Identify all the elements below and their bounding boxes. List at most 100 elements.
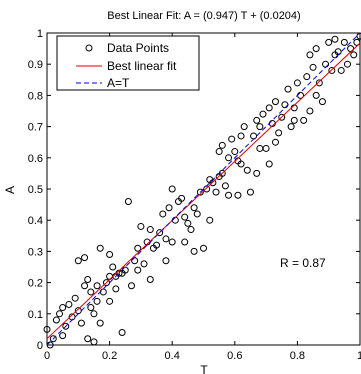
data-point: [146, 275, 154, 283]
data-point: [184, 219, 192, 227]
legend-label-data-points: Data Points: [107, 41, 169, 55]
data-point: [106, 251, 114, 259]
y-tick-label: 0.7: [28, 122, 43, 134]
data-point: [225, 191, 233, 199]
data-point: [87, 304, 95, 312]
data-point: [84, 335, 92, 343]
data-point: [309, 63, 317, 71]
data-point: [284, 85, 292, 93]
data-point: [190, 247, 198, 255]
data-point: [190, 204, 198, 212]
data-point: [159, 210, 167, 218]
data-point: [77, 319, 85, 327]
data-point: [240, 123, 248, 131]
data-point: [137, 222, 145, 230]
x-axis-label: T: [200, 363, 208, 374]
data-point: [256, 123, 264, 131]
data-point: [246, 188, 254, 196]
data-point: [265, 104, 273, 112]
data-point: [84, 275, 92, 283]
data-point: [322, 60, 330, 68]
data-point: [71, 294, 79, 302]
data-point: [96, 319, 104, 327]
data-point: [218, 141, 226, 149]
y-tick-label: 0.8: [28, 90, 43, 102]
data-point: [140, 260, 148, 268]
data-point: [215, 148, 223, 156]
data-point: [265, 160, 273, 168]
best-fit-line: [47, 42, 360, 339]
data-point: [134, 266, 142, 274]
legend-label-best-fit: Best linear fit: [107, 59, 177, 73]
data-point: [253, 116, 261, 124]
data-point: [178, 194, 186, 202]
data-point: [237, 132, 245, 140]
y-axis-label: A: [3, 186, 17, 194]
x-tick-label: 0.2: [102, 350, 117, 362]
data-point: [300, 116, 308, 124]
data-point: [90, 338, 98, 346]
y-tick-label: 0.6: [28, 153, 43, 165]
data-point: [131, 257, 139, 265]
data-point: [275, 129, 283, 137]
data-point: [243, 166, 251, 174]
data-point: [259, 110, 267, 118]
data-point: [237, 160, 245, 168]
data-point: [281, 101, 289, 109]
data-point: [59, 304, 67, 312]
y-tick-label: 0.2: [28, 278, 43, 290]
data-point: [109, 263, 117, 271]
data-point: [262, 144, 270, 152]
data-point: [287, 123, 295, 131]
data-point: [156, 229, 164, 237]
data-point: [306, 107, 314, 115]
legend-label-identity: A=T: [107, 76, 130, 90]
data-point: [278, 113, 286, 121]
data-point: [293, 79, 301, 87]
data-point: [124, 197, 132, 205]
data-point: [303, 73, 311, 81]
data-point: [96, 244, 104, 252]
y-tick-label: 0.3: [28, 246, 43, 258]
data-point: [312, 91, 320, 99]
data-point: [165, 204, 173, 212]
data-point: [200, 244, 207, 252]
data-point: [181, 213, 189, 221]
chart-title: Best Linear Fit: A = (0.947) T + (0.0204…: [107, 10, 300, 22]
data-point: [331, 35, 339, 43]
data-point: [81, 254, 89, 262]
data-point: [340, 38, 348, 46]
y-tick-label: 0.5: [28, 184, 43, 196]
legend: Data Points Best linear fit A=T: [56, 35, 200, 91]
data-point: [146, 226, 154, 234]
data-point: [153, 241, 161, 249]
identity-line: [47, 33, 360, 345]
data-point: [325, 38, 333, 46]
data-point: [343, 60, 351, 68]
data-point: [134, 244, 142, 252]
data-point: [290, 116, 298, 124]
data-point: [181, 238, 189, 246]
data-point: [49, 335, 57, 343]
data-point: [106, 297, 114, 305]
legend-marker-data-points: [85, 44, 93, 52]
data-point: [234, 191, 242, 199]
y-tick-label: 0.1: [28, 309, 43, 321]
data-point: [59, 332, 67, 340]
data-point: [225, 154, 233, 162]
data-point: [90, 310, 98, 318]
data-point: [212, 188, 220, 196]
data-point: [328, 66, 336, 74]
plot-area: 0 0.2 0.4 0.6 0.8 1 0 0.1 0.2 0.3 0.4 0.5 0.6 0.7 0.8 0…: [28, 28, 361, 362]
data-point: [196, 188, 204, 196]
y-tick-label: 1: [37, 28, 43, 40]
data-point: [206, 216, 214, 224]
data-point: [318, 98, 326, 106]
legend-box: [56, 35, 200, 91]
data-point: [253, 169, 261, 177]
data-point: [65, 300, 73, 308]
x-tick-label: 0.6: [227, 350, 242, 362]
data-point: [306, 51, 314, 59]
data-point: [81, 282, 89, 290]
